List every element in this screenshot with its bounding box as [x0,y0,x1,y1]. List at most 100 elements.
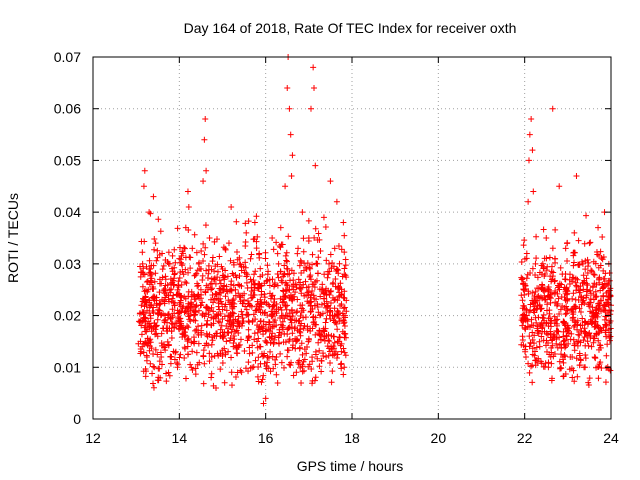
data-point [604,309,611,316]
data-point [558,281,565,288]
data-point [274,250,281,257]
data-point [151,364,158,371]
data-point [166,372,173,379]
data-point [201,313,208,320]
data-point [327,360,334,367]
data-point [162,282,169,289]
data-point [576,305,583,312]
data-point [607,285,614,292]
data-point [307,105,314,112]
data-point [188,339,195,346]
data-point [534,327,541,334]
data-point [301,260,308,267]
data-point [556,183,563,190]
data-point [171,299,178,306]
data-point [288,172,295,179]
data-point [228,382,235,389]
data-point [184,322,191,329]
data-point [172,349,179,356]
data-point [583,292,590,299]
data-point [204,317,211,324]
data-point [163,291,170,298]
data-point [224,288,231,295]
data-point [266,333,273,340]
data-point [305,235,312,241]
data-point [195,307,202,314]
data-point [340,305,347,312]
data-point [582,351,589,358]
data-point [280,299,287,306]
data-point [537,294,544,301]
data-point [181,293,188,300]
data-point [534,360,541,367]
data-point [297,364,304,371]
data-point [547,330,554,337]
data-point [584,269,591,276]
data-point [192,271,199,278]
data-point [234,350,241,357]
data-point [602,379,609,386]
data-point [155,216,162,223]
data-point [219,266,226,273]
data-point [249,317,256,324]
data-point [201,136,208,143]
data-point [531,352,538,359]
data-point [226,301,233,308]
data-point [267,295,274,302]
data-point [163,378,170,385]
data-point [258,379,265,386]
data-point [298,309,305,316]
data-point [337,280,344,287]
data-point [576,352,583,359]
data-point [309,314,316,321]
data-point [245,359,252,366]
data-point [297,344,304,351]
data-point [326,268,333,275]
data-point [603,321,610,328]
x-tick-label: 24 [603,430,619,446]
data-point [547,299,554,306]
data-point [331,305,338,312]
data-point [257,300,264,307]
data-point [230,296,237,303]
data-point [292,338,299,345]
data-point [167,316,174,323]
data-point [579,280,586,287]
data-point [270,246,277,253]
data-point [576,332,583,339]
data-point [331,245,338,252]
data-point [182,266,189,273]
data-point [297,332,304,339]
data-point [580,272,587,279]
data-point [169,306,176,313]
data-point [221,379,228,386]
data-point [210,308,217,315]
data-point [279,241,286,248]
data-point [526,343,533,350]
data-point [263,339,270,346]
data-point [176,255,183,262]
data-point [191,292,198,299]
data-point [140,349,147,356]
data-point [589,304,596,311]
data-point [145,286,152,293]
data-point [233,345,240,352]
data-point [519,322,526,329]
data-point [317,311,324,318]
data-point [541,296,548,303]
data-point [263,327,270,334]
data-point [142,299,149,306]
data-point [277,268,284,275]
data-point [154,316,161,323]
data-point [156,365,163,372]
data-point [294,337,301,344]
data-point [561,294,568,301]
data-point [274,270,281,277]
data-point [313,277,320,284]
data-point [198,265,205,272]
data-point [311,302,318,309]
data-point [531,294,538,301]
data-point [539,286,546,293]
data-point [270,340,277,347]
data-point [563,303,570,310]
